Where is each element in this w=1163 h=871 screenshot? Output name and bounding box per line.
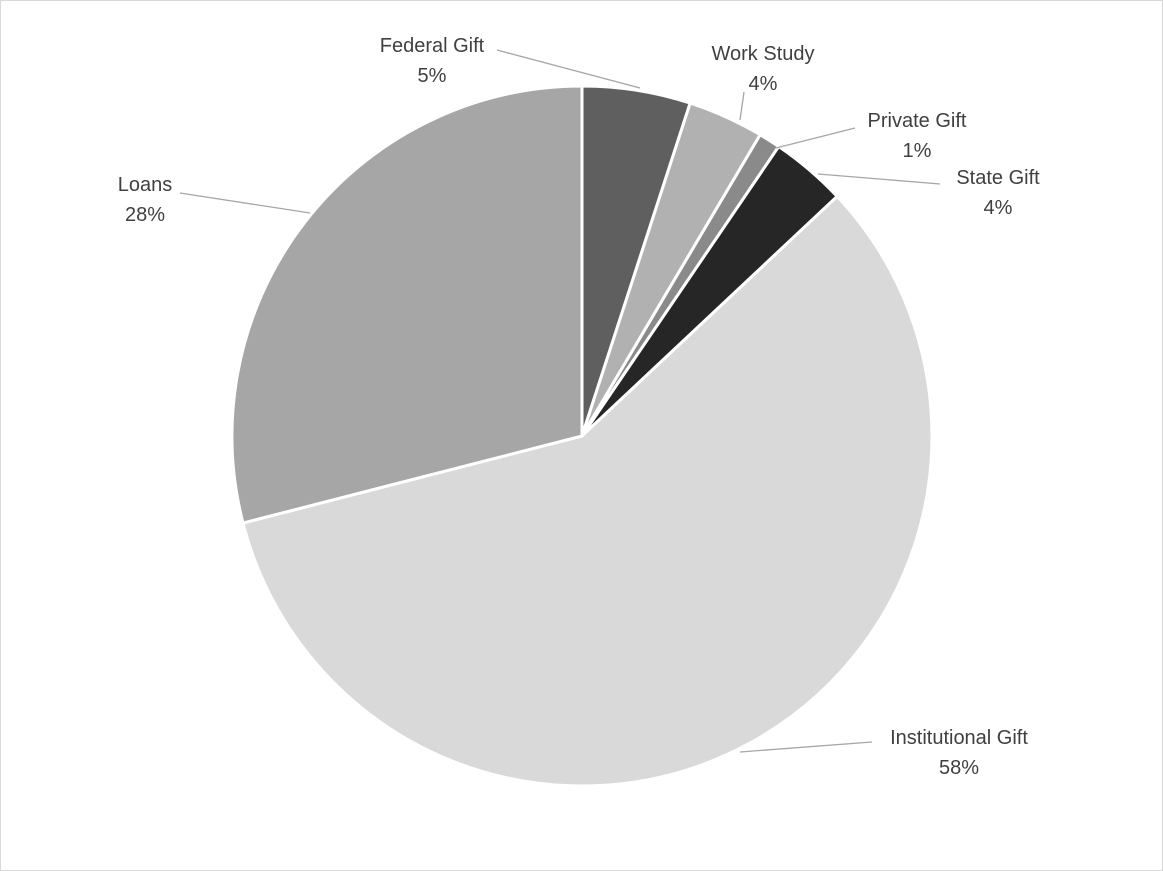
leader-line-state-gift [817, 173, 941, 185]
slice-institutional-gift [241, 194, 934, 788]
label-value-work-study: 4% [749, 73, 778, 95]
label-name-institutional-gift: Institutional Gift [890, 727, 1028, 749]
leader-lines [179, 49, 941, 753]
pie-slices [230, 84, 934, 788]
leader-line-private-gift [775, 127, 856, 149]
label-value-state-gift: 4% [984, 197, 1013, 219]
label-value-institutional-gift: 58% [939, 757, 979, 779]
leader-line-institutional-gift [739, 741, 873, 753]
data-labels: Federal Gift 5% Work Study 4% Private Gi… [118, 35, 1040, 779]
leader-line-federal-gift [496, 49, 641, 89]
label-value-private-gift: 1% [903, 140, 932, 162]
label-name-federal-gift: Federal Gift [380, 35, 485, 57]
leader-line-loans [179, 192, 311, 214]
label-name-loans: Loans [118, 174, 173, 196]
label-value-federal-gift: 5% [418, 65, 447, 87]
label-name-private-gift: Private Gift [868, 110, 967, 132]
slice-loans [230, 84, 584, 525]
label-name-work-study: Work Study [712, 43, 815, 65]
leader-line-work-study [739, 91, 745, 121]
label-name-state-gift: State Gift [956, 167, 1040, 189]
label-value-loans: 28% [125, 204, 165, 226]
